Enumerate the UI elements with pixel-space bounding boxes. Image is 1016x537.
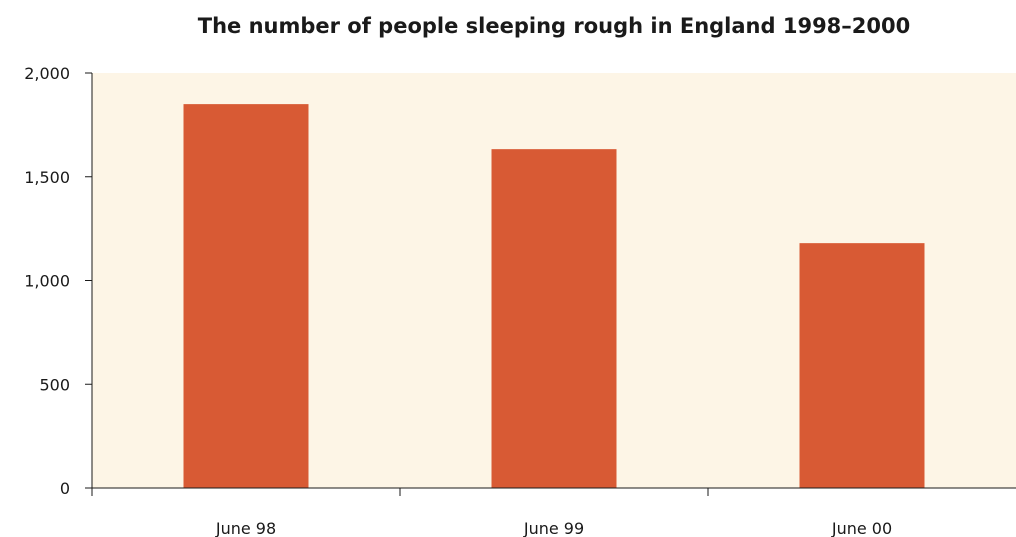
bar-june-99: [491, 149, 617, 488]
y-tick-label: 0: [60, 479, 70, 498]
chart-title: The number of people sleeping rough in E…: [197, 14, 911, 38]
bar-june-00: [799, 243, 925, 488]
bar-june-98: [183, 104, 309, 488]
y-tick-label: 1,000: [24, 272, 70, 291]
bars-layer: [183, 104, 925, 488]
labels-layer: 0 500 1,000 1,500 2,000 June 98 June 99 June 00: [24, 64, 892, 537]
axes-layer: [85, 72, 1016, 496]
y-tick-label: 1,500: [24, 168, 70, 187]
x-tick-label: June 00: [831, 519, 892, 537]
x-tick-label: June 99: [523, 519, 584, 537]
y-tick-label: 500: [39, 375, 70, 394]
x-tick-label: June 98: [215, 519, 276, 537]
y-tick-label: 2,000: [24, 64, 70, 83]
